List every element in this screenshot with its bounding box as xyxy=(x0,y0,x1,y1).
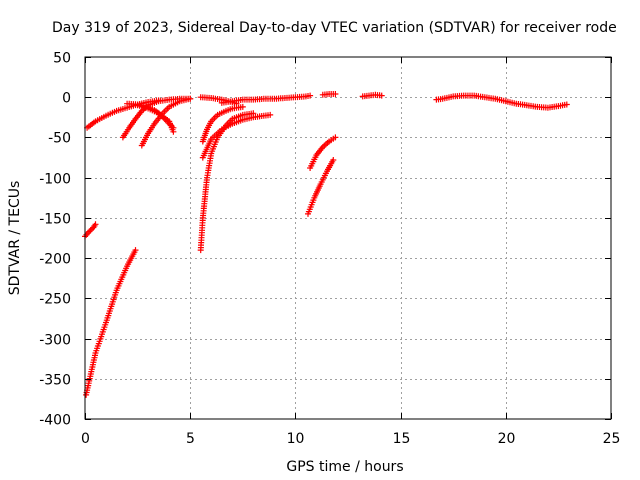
series-arc-11 xyxy=(199,103,246,145)
data-series xyxy=(82,91,570,398)
series-arc-10 xyxy=(199,111,274,161)
chart-title: Day 319 of 2023, Sidereal Day-to-day VTE… xyxy=(52,20,617,36)
y-tick-label: -400 xyxy=(39,413,71,429)
y-axis-title: SDTVAR / TECUs xyxy=(7,181,23,296)
x-tick-label: 5 xyxy=(186,431,195,447)
y-tick-label: -300 xyxy=(39,333,71,349)
y-tick-label: -50 xyxy=(48,131,71,147)
plus-marker xyxy=(134,102,177,135)
plot-frame xyxy=(84,56,612,420)
series-arc-2 xyxy=(83,247,139,398)
series-arc-13 xyxy=(307,134,339,171)
series-arc-1 xyxy=(82,221,99,240)
y-tick-label: -150 xyxy=(39,212,71,228)
plus-marker xyxy=(218,92,314,106)
x-tick-label: 15 xyxy=(393,431,411,447)
y-tick-label: -350 xyxy=(39,373,71,389)
x-tick-label: 25 xyxy=(603,431,621,447)
series-arc-6 xyxy=(138,95,194,149)
plus-marker xyxy=(83,247,139,398)
plus-marker xyxy=(82,221,99,240)
y-tick-label: -100 xyxy=(39,172,71,188)
grid-lines xyxy=(85,57,611,419)
series-arc-14 xyxy=(305,157,337,217)
y-tick-label: 50 xyxy=(53,51,71,67)
series-arc-17 xyxy=(433,92,570,111)
y-tick-label: -200 xyxy=(39,252,71,268)
plus-marker xyxy=(359,91,385,100)
plus-marker xyxy=(319,91,339,98)
plus-marker xyxy=(305,157,337,217)
series-arc-16 xyxy=(359,91,385,100)
y-tick-label: -250 xyxy=(39,292,71,308)
series-arc-7 xyxy=(134,102,177,135)
x-axis-title: GPS time / hours xyxy=(286,459,403,475)
series-arc-12 xyxy=(218,92,314,106)
x-tick-label: 20 xyxy=(498,431,516,447)
x-tick-label: 10 xyxy=(287,431,305,447)
x-tick-label: 0 xyxy=(81,431,90,447)
series-arc-15 xyxy=(319,91,339,98)
plus-marker xyxy=(199,103,246,145)
plus-marker xyxy=(138,95,194,149)
plus-marker xyxy=(433,92,570,111)
axis-ticks: 50 0 -50 -100 -150 -200 -250 -300 -350 -400 0 5 10 15… xyxy=(39,51,620,448)
plus-marker xyxy=(307,134,339,171)
y-tick-label: 0 xyxy=(62,91,71,107)
plus-marker xyxy=(199,111,274,161)
